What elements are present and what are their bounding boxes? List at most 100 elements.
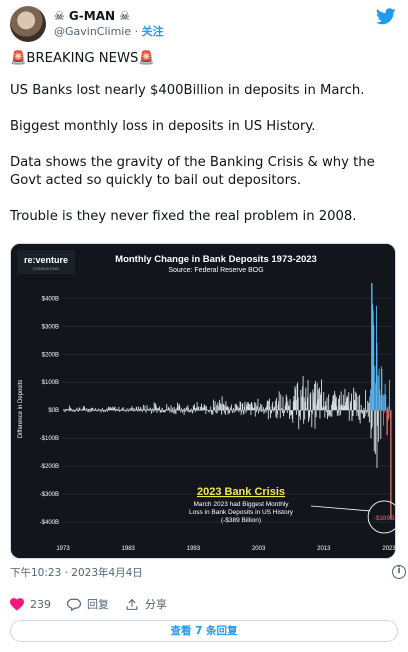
chart-bar <box>345 405 346 411</box>
chart-image[interactable]: re:venture CONSULTING Monthly Change in … <box>10 243 396 559</box>
chart-bar <box>78 410 80 412</box>
chart-bar <box>279 409 281 411</box>
chart-bar <box>360 410 362 412</box>
chart-bar <box>141 408 143 411</box>
chart-bar <box>171 410 173 412</box>
chart-bar <box>270 410 272 413</box>
chart-bar <box>364 410 366 417</box>
chart-bar <box>98 409 100 411</box>
chart-bar <box>134 410 136 411</box>
chart-bar <box>258 410 260 412</box>
chart-bar <box>80 409 82 411</box>
chart-bar <box>277 410 279 415</box>
chart-bar <box>283 410 285 411</box>
chart-bar <box>383 394 385 411</box>
y-tick-label: -$200B <box>40 464 59 470</box>
chart-bar <box>170 409 171 411</box>
tweet-paragraph: US Banks lost nearly $400Billion in depo… <box>10 83 365 98</box>
chart-bar <box>273 406 275 411</box>
view-replies-button[interactable]: 查看 7 条回复 <box>10 620 398 642</box>
chart-bar <box>335 396 337 411</box>
chart-bar <box>116 409 118 411</box>
chart-bar <box>188 410 190 413</box>
chart-bar <box>387 410 389 420</box>
avatar[interactable] <box>10 6 46 42</box>
chart-bar <box>68 405 70 411</box>
annotation-line: March 2023 had Biggest Monthly <box>193 501 289 508</box>
chart-bar <box>104 410 106 413</box>
chart-bar <box>209 410 211 411</box>
y-axis-label: Difference in Deposits <box>18 380 24 439</box>
chart-bar <box>227 405 229 411</box>
chart-bar <box>91 410 93 412</box>
annotation: 2023 Bank Crisis March 2023 had Biggest … <box>189 486 395 534</box>
chart-bar <box>111 408 113 411</box>
display-name[interactable]: ☠ G-MAN ☠ <box>54 9 130 23</box>
chart-bar <box>157 408 158 411</box>
chart-bar <box>306 397 308 411</box>
chart-bar <box>226 406 228 411</box>
chart-bar <box>234 410 236 411</box>
chart-bar <box>243 410 245 415</box>
chart-bar <box>325 405 327 411</box>
chart-bar <box>79 407 81 411</box>
chart-bar <box>375 383 377 411</box>
chart-bar <box>305 409 307 411</box>
chart-bar <box>263 410 265 415</box>
user-handle[interactable]: @GavinClimie <box>54 25 132 38</box>
chart-bar <box>85 410 87 411</box>
chart-bar <box>382 395 384 411</box>
chart-bar <box>307 380 309 411</box>
chart-bar <box>361 410 363 414</box>
chart-bar <box>110 408 112 411</box>
chart-bar <box>241 410 243 412</box>
chart-bar <box>327 410 329 417</box>
chart-bar <box>164 410 166 413</box>
chart-bar <box>311 410 313 415</box>
chart-bar <box>326 397 328 411</box>
chart-bar <box>338 410 340 416</box>
chart-bar <box>180 410 182 413</box>
chart-bar <box>318 399 320 411</box>
chart-bar <box>127 410 129 411</box>
chart-bar <box>196 407 198 411</box>
chart-bar <box>255 403 257 411</box>
follow-button[interactable]: 关注 <box>141 25 164 38</box>
share-button[interactable]: 分享 <box>125 596 167 612</box>
chart-bar <box>254 401 256 411</box>
chart-bar-highlight <box>386 410 388 436</box>
chart-bar <box>199 406 201 411</box>
chart-bar <box>207 410 209 411</box>
chart-bar <box>301 410 302 411</box>
chart-bar <box>256 408 258 411</box>
chart-bar <box>115 410 117 412</box>
chart-bar <box>286 397 288 411</box>
chart-bar <box>93 410 95 411</box>
chart-bar <box>192 406 194 411</box>
chart-bar <box>176 409 177 411</box>
chart-bar <box>146 405 148 411</box>
chart-bar <box>193 404 195 411</box>
chart-bar <box>281 410 283 413</box>
chart-bar <box>202 410 204 411</box>
chart-bar <box>197 410 199 412</box>
info-icon[interactable]: i <box>392 565 406 579</box>
tweet-timestamp[interactable]: 下午10:23 · 2023年4月4日 <box>10 567 143 579</box>
chart-bar <box>291 410 293 416</box>
chart-bar <box>122 410 124 411</box>
chart-bar <box>285 394 287 411</box>
chart-bar <box>116 408 118 411</box>
chart-bar <box>294 386 296 411</box>
chart-bar <box>389 410 391 418</box>
reply-button[interactable]: 回复 <box>67 596 109 612</box>
chart-bar <box>369 396 371 411</box>
chart-bar <box>256 406 258 411</box>
chart-bar <box>260 403 262 411</box>
chart-bar <box>211 410 213 415</box>
like-button[interactable]: 239 <box>10 598 51 611</box>
chart-bar <box>187 405 189 411</box>
y-tick-label: $300B <box>42 324 59 330</box>
chart-bar <box>202 407 204 411</box>
chart-bar <box>171 410 173 413</box>
chart-bar <box>184 410 186 412</box>
